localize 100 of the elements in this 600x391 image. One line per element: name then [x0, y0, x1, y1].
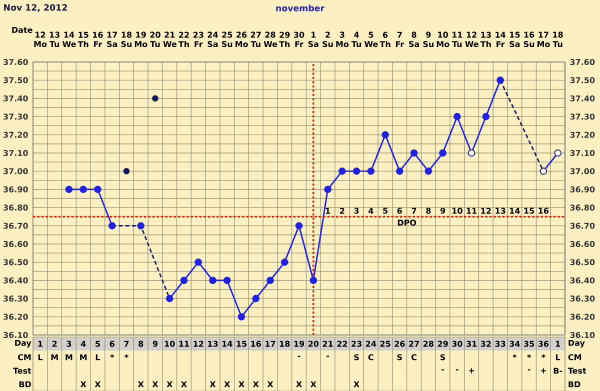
x-tick-label: 12 Mo	[34, 32, 47, 48]
x-tick-label: 29 Th	[279, 32, 290, 48]
text: X	[310, 381, 316, 388]
text: -	[326, 356, 329, 357]
text: X	[354, 381, 360, 388]
x-tick-label: 8	[138, 340, 144, 347]
x-tick-label: 19	[294, 340, 304, 347]
x-tick-label: 15 Th	[78, 32, 88, 48]
y2-tick-label: 37.60	[570, 58, 595, 66]
y-tick-label: 37.60	[4, 58, 28, 66]
text: *	[124, 354, 128, 358]
text: S	[397, 354, 402, 360]
x-axis-title: Day	[15, 340, 32, 348]
point	[94, 186, 102, 194]
x-tick-label: 17 Sa	[107, 32, 118, 48]
x-tick-label: 7	[124, 340, 129, 347]
x-tick-label: 24 Sa	[208, 32, 218, 48]
point	[137, 222, 145, 230]
point	[238, 313, 246, 320]
annotation: 6	[397, 208, 402, 214]
annotation: 8	[426, 208, 431, 214]
x-tick-label: 26	[394, 340, 405, 347]
y-tick-label: 37.50	[4, 77, 28, 84]
x-tick-label: 13 Tu	[49, 32, 60, 48]
x-tick-label: 4	[80, 340, 86, 347]
y-tick-label: 37.00	[4, 168, 28, 174]
text: X	[224, 381, 230, 388]
annotation: 3	[354, 208, 359, 214]
chart-subtitle: november	[276, 4, 324, 12]
text: C	[411, 354, 416, 360]
y2-tick-label: CM	[568, 354, 582, 360]
text: M	[66, 354, 72, 360]
x-tick-label: 28	[423, 340, 434, 347]
text: *	[527, 354, 531, 358]
text: X	[94, 381, 101, 388]
x-tick-label: 20	[308, 340, 319, 347]
y-tick-label: 36.80	[4, 204, 28, 211]
x-tick-label: 18 Su	[121, 32, 132, 48]
point	[166, 294, 174, 302]
point	[280, 258, 288, 266]
x-tick-label: 19 Mo	[134, 32, 148, 48]
x-tick-label: 10 Mo	[436, 32, 450, 48]
x-tick-label: 15 Sa	[510, 32, 520, 48]
text: M	[51, 354, 58, 360]
point	[453, 112, 461, 120]
point	[108, 222, 116, 230]
text: L	[96, 354, 100, 360]
point	[80, 186, 87, 194]
point	[194, 258, 202, 266]
y2-tick-label: 36.70	[570, 222, 595, 229]
text: B-	[554, 368, 562, 374]
text: S	[354, 354, 359, 360]
text: X	[80, 381, 86, 388]
y-tick-label: 36.90	[4, 186, 28, 192]
x-tick-label: 16 Su	[524, 32, 534, 48]
x-tick-label: 35	[524, 340, 534, 347]
y2-tick-label: 36.10	[570, 332, 595, 338]
x-tick-label: 16	[251, 340, 262, 347]
x-tick-label: 21	[322, 340, 333, 347]
text: X	[252, 381, 259, 388]
annotation: 1	[326, 208, 330, 214]
text: L	[556, 354, 560, 360]
x-axis-title: Date	[12, 27, 32, 33]
point	[338, 168, 346, 175]
text: -	[456, 369, 458, 370]
x-tick-label: 7 Fr	[396, 32, 404, 48]
x-tick-label: 1 Sa	[308, 32, 318, 48]
x-tick-label: 3 Mo	[336, 32, 349, 48]
point	[266, 276, 274, 284]
x-tick-label: 13 Th	[480, 32, 491, 48]
y-tick-label: 36.10	[4, 332, 28, 338]
x-tick-label: 21 We	[163, 32, 177, 48]
x-tick-label: 1	[38, 340, 42, 347]
x-tick-label: 23 Fr	[193, 32, 204, 48]
point	[223, 276, 231, 284]
annotation: 2	[340, 208, 344, 214]
y2-tick-label: 37.00	[570, 168, 595, 174]
x-tick-label: 30	[452, 340, 462, 347]
text: *	[542, 354, 546, 358]
x-tick-label: 36	[538, 340, 549, 347]
y-tick-label: 37.30	[4, 114, 28, 120]
x-tick-label: 26 Mo	[236, 32, 248, 48]
annotation: 14	[510, 208, 520, 214]
x-tick-label: 31	[466, 340, 477, 347]
annotation: 4	[368, 208, 374, 214]
y-tick-label: 36.40	[4, 277, 28, 284]
point	[396, 168, 404, 175]
y-tick-label: CM	[18, 354, 31, 360]
annotation: 5	[383, 208, 388, 214]
text: *	[512, 354, 517, 358]
x-tick-label: 24	[366, 340, 376, 347]
y2-tick-label: Test	[568, 368, 586, 374]
x-tick-label: 15	[236, 340, 247, 347]
x-tick-label: 17 Mo	[537, 32, 550, 48]
y2-tick-label: 36.40	[570, 277, 595, 284]
x-tick-label: 25	[380, 340, 390, 347]
chart-title: Nov 12, 2012	[4, 4, 67, 12]
point	[410, 149, 418, 157]
annotation: 9	[440, 208, 446, 214]
point	[482, 112, 490, 120]
